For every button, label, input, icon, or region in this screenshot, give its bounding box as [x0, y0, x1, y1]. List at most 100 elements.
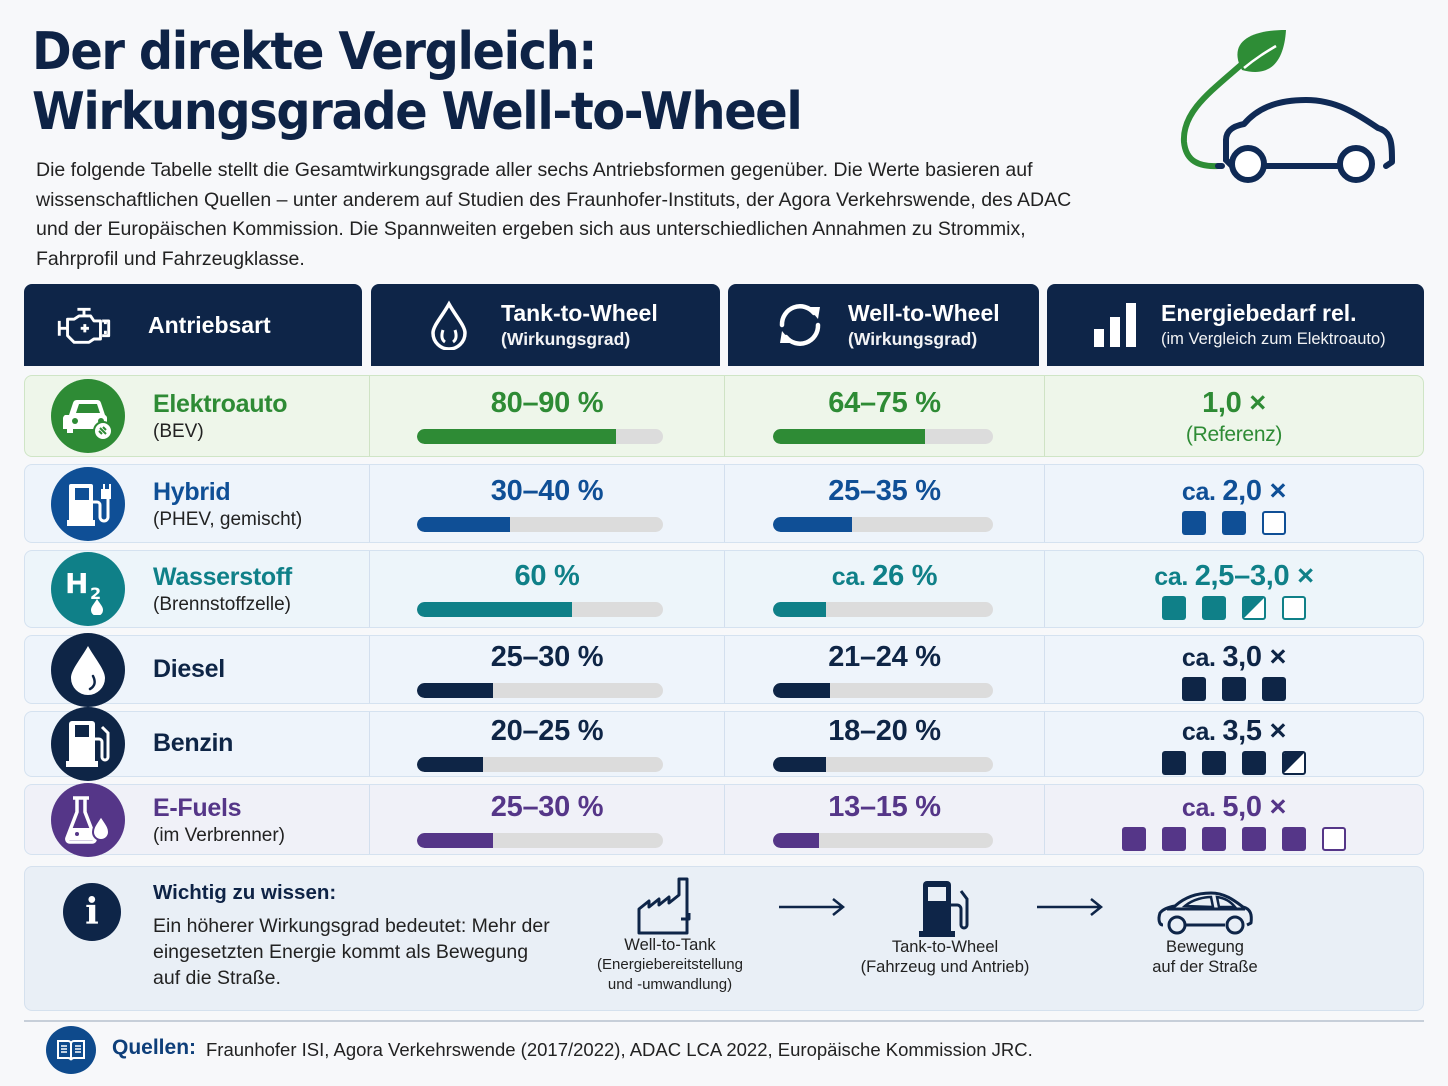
energy-label: 1,0 × — [1202, 387, 1266, 419]
info-icon: i — [63, 883, 121, 941]
energy-note: (Referenz) — [1185, 423, 1283, 446]
cycle-arrows-icon — [772, 297, 828, 353]
wtw-bar — [773, 602, 993, 617]
wtw-bar-fill — [773, 833, 820, 848]
energy-square-full — [1202, 827, 1226, 851]
energy-square-empty — [1282, 596, 1306, 620]
energy-square-full — [1182, 677, 1206, 701]
header-subtitle: (Wirkungsgrad) — [501, 329, 631, 349]
energy-square-full — [1222, 677, 1246, 701]
ttw-bar — [417, 683, 663, 698]
ttw-value: 30–40 % — [370, 475, 724, 508]
drive-name: Elektroauto — [153, 390, 288, 418]
wtw-value: ca. 26 % — [725, 560, 1044, 593]
energy-squares — [1045, 751, 1423, 775]
drive-subtitle: (BEV) — [153, 421, 204, 442]
footer-divider — [24, 1020, 1424, 1022]
drop-icon — [421, 297, 477, 353]
ttw-bar — [417, 602, 663, 617]
cell-energiebedarf: ca. 2,5–3,0 × — [1044, 551, 1423, 627]
sources-label: Quellen: — [112, 1036, 197, 1059]
drive-subtitle: (Brennstoffzelle) — [153, 594, 291, 615]
energy-value: ca. 3,0 × — [1045, 641, 1423, 674]
cell-antriebsart: E-Fuels (im Verbrenner) — [25, 783, 369, 857]
flow-line-1: Tank-to-Wheel — [891, 938, 999, 956]
header-antriebsart: Antriebsart — [24, 284, 362, 366]
wtw-value: 25–35 % — [725, 475, 1044, 508]
energy-square-full — [1162, 751, 1186, 775]
header-subtitle: (im Vergleich zum Elektroauto) — [1161, 330, 1386, 348]
cell-antriebsart: Elektroauto (BEV) — [25, 376, 369, 456]
cell-well-to-wheel: 18–20 % — [724, 712, 1044, 776]
title-line-1: Der direkte Vergleich: — [32, 22, 597, 82]
cell-tank-to-wheel: 25–30 % — [369, 636, 724, 703]
cell-antriebsart: Diesel — [25, 633, 369, 707]
ttw-label: 25–30 % — [490, 791, 604, 823]
ttw-bar — [417, 757, 663, 772]
ttw-value: 25–30 % — [370, 641, 724, 674]
flow-line-1: Well-to-Tank — [624, 936, 716, 954]
header-title: Tank-to-Wheel — [501, 300, 658, 326]
energy-label: 2,0 × — [1222, 475, 1287, 507]
header-title: Antriebsart — [148, 312, 271, 338]
drive-subtitle: (PHEV, gemischt) — [153, 509, 303, 530]
fuel-pump-plug-icon — [51, 467, 125, 541]
energy-squares — [1045, 677, 1423, 701]
oil-drop-icon — [51, 633, 125, 707]
engine-icon — [56, 297, 112, 353]
table-row: Elektroauto (BEV) 80–90 % 64–75 % 1,0 × … — [24, 375, 1424, 457]
ttw-bar-fill — [417, 429, 617, 444]
cell-well-to-wheel: 64–75 % — [724, 376, 1044, 456]
energy-prefix: ca. — [1181, 718, 1223, 746]
table-row: E-Fuels (im Verbrenner) 25–30 % 13–15 % … — [24, 783, 1424, 857]
cell-tank-to-wheel: 60 % — [369, 551, 724, 627]
ttw-value: 25–30 % — [370, 791, 724, 824]
fuel-pump-icon — [855, 877, 1035, 937]
table-row: Diesel 25–30 % 21–24 % ca. 3,0 × — [24, 633, 1424, 707]
info-box: i Wichtig zu wissen: Ein höherer Wirkung… — [24, 866, 1424, 1011]
energy-squares — [1045, 511, 1423, 535]
energy-square-half — [1242, 596, 1266, 620]
flow-step-well-to-tank: Well-to-Tank (Energiebereitstellung und … — [585, 875, 755, 995]
factory-icon — [585, 875, 755, 935]
flow-line-2: (Energiebereitstellung — [597, 956, 743, 973]
energy-prefix: ca. — [1154, 563, 1195, 591]
eco-car-leaf-icon — [1180, 30, 1395, 183]
energy-square-full — [1162, 827, 1186, 851]
drive-name: Hybrid — [153, 478, 231, 506]
page-title: Der direkte Vergleich: Wirkungsgrade Wel… — [32, 22, 803, 142]
arrow-right-icon — [779, 898, 846, 916]
cell-well-to-wheel: ca. 26 % — [724, 551, 1044, 627]
flow-step-bewegung: Bewegung auf der Straße — [1125, 877, 1285, 977]
drive-name: Wasserstoff — [153, 563, 292, 591]
cell-tank-to-wheel: 30–40 % — [369, 465, 724, 542]
cell-energiebedarf: ca. 3,5 × — [1044, 712, 1423, 776]
drive-name: Diesel — [153, 655, 225, 683]
cell-tank-to-wheel: 80–90 % — [369, 376, 724, 456]
header-energiebedarf: Energiebedarf rel. (im Vergleich zum Ele… — [1047, 284, 1424, 366]
wtw-value: 13–15 % — [725, 791, 1044, 824]
cell-antriebsart: Benzin — [25, 707, 369, 781]
ttw-value: 60 % — [370, 560, 724, 593]
flow-step-tank-to-wheel: Tank-to-Wheel (Fahrzeug und Antrieb) — [855, 877, 1035, 977]
energy-square-full — [1202, 751, 1226, 775]
energy-square-full — [1282, 827, 1306, 851]
drive-name: Benzin — [153, 729, 234, 757]
ttw-bar-fill — [417, 517, 511, 532]
flow-line-3: und -umwandlung) — [607, 976, 733, 993]
flask-drop-icon — [51, 783, 125, 857]
flow-line-2: (Fahrzeug und Antrieb) — [860, 958, 1030, 976]
energy-squares — [1045, 596, 1423, 620]
cell-tank-to-wheel: 25–30 % — [369, 785, 724, 854]
flow-line-1: Bewegung — [1166, 938, 1244, 956]
energy-square-full — [1262, 677, 1286, 701]
wtw-value: 64–75 % — [725, 387, 1044, 420]
energy-square-full — [1222, 511, 1246, 535]
sources-text: Fraunhofer ISI, Agora Verkehrswende (201… — [206, 1039, 1033, 1060]
header-well-to-wheel: Well-to-Wheel (Wirkungsgrad) — [728, 284, 1039, 366]
energy-value: ca. 2,0 × — [1045, 475, 1423, 508]
ttw-value: 20–25 % — [370, 715, 724, 748]
info-title: Wichtig zu wissen: — [153, 881, 337, 904]
